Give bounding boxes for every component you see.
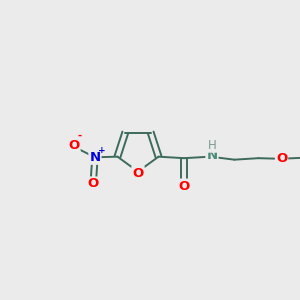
Text: H: H: [208, 139, 216, 152]
Text: O: O: [68, 139, 80, 152]
Text: O: O: [88, 178, 99, 190]
Text: +: +: [98, 146, 105, 155]
Text: O: O: [178, 180, 190, 193]
Text: O: O: [132, 167, 144, 180]
Text: N: N: [206, 149, 218, 162]
Text: N: N: [89, 151, 100, 164]
Text: O: O: [276, 152, 287, 165]
Text: -: -: [77, 130, 82, 140]
